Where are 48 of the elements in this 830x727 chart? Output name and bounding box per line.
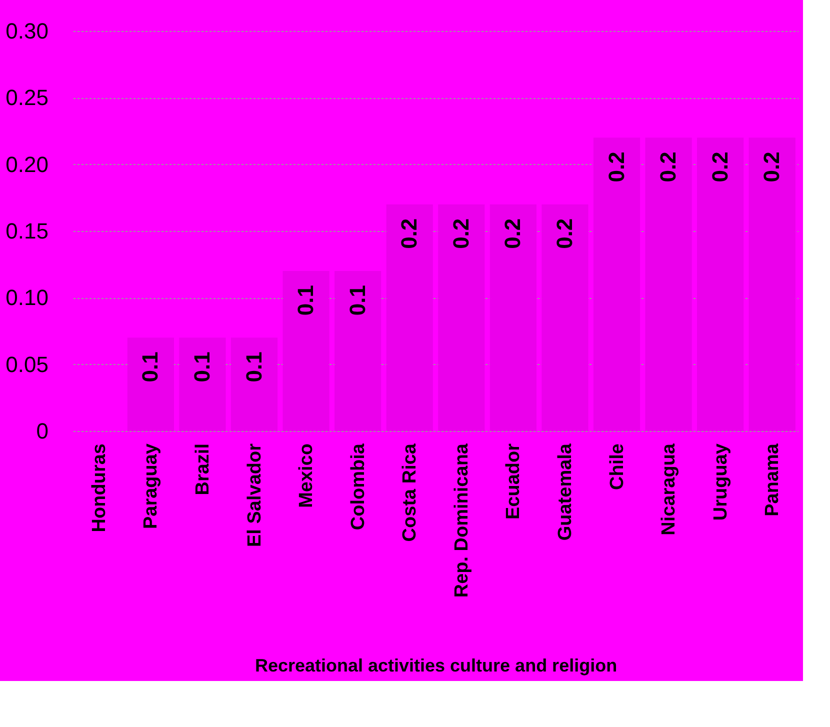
bar xyxy=(230,338,278,431)
bar xyxy=(697,138,744,431)
x-tick-label: El Salvador xyxy=(244,442,266,547)
x-tick-label: Colombia xyxy=(348,443,369,530)
data-label: 0.1 xyxy=(138,352,163,382)
x-tick-label: Honduras xyxy=(88,444,110,532)
x-tick-label: Panama xyxy=(762,443,784,516)
bar xyxy=(748,138,796,431)
x-tick-label: Rep. Dominicana xyxy=(451,443,472,598)
bar xyxy=(645,138,692,431)
bar xyxy=(593,138,640,431)
y-tick-label: 0.25 xyxy=(6,85,48,110)
bar xyxy=(282,271,330,431)
y-tick-label: 0.20 xyxy=(6,152,48,177)
x-tick-label: Guatemala xyxy=(554,443,576,541)
data-label: 0.2 xyxy=(707,152,732,182)
x-axis-title: Recreational activities culture and religion xyxy=(254,656,618,676)
bar xyxy=(542,204,588,431)
data-label: 0.1 xyxy=(189,352,214,382)
y-tick-label: 0.05 xyxy=(6,352,48,377)
bar xyxy=(179,338,226,431)
y-tick-label: 0.10 xyxy=(6,285,48,310)
bar xyxy=(490,204,536,431)
bar xyxy=(386,204,433,431)
data-label: 0.2 xyxy=(500,218,526,249)
data-label: 0.1 xyxy=(344,285,370,316)
y-tick-label: 0.15 xyxy=(6,218,48,244)
bar xyxy=(334,271,382,431)
bar xyxy=(438,204,485,431)
x-tick-label: Costa Rica xyxy=(400,443,421,542)
data-label: 0.2 xyxy=(552,218,577,249)
data-label: 0.1 xyxy=(293,285,318,316)
x-tick-label: Uruguay xyxy=(710,443,732,521)
x-tick-label: Mexico xyxy=(296,444,318,508)
data-label: 0.2 xyxy=(759,152,784,182)
y-tick-label: 0.30 xyxy=(6,18,48,44)
x-tick-label: Brazil xyxy=(192,444,214,496)
data-label: 0.2 xyxy=(656,152,681,182)
data-label: 0.2 xyxy=(604,152,629,182)
data-label: 0.1 xyxy=(241,352,266,382)
x-tick-label: Nicaragua xyxy=(658,443,680,536)
x-tick-label: Ecuador xyxy=(503,442,524,520)
data-label: 0.2 xyxy=(448,218,474,249)
y-tick-label: 0 xyxy=(36,418,48,444)
data-label: 0.2 xyxy=(396,218,422,249)
x-tick-label: Chile xyxy=(606,444,628,490)
x-tick-label: Paraguay xyxy=(140,443,162,530)
bar xyxy=(127,338,174,431)
